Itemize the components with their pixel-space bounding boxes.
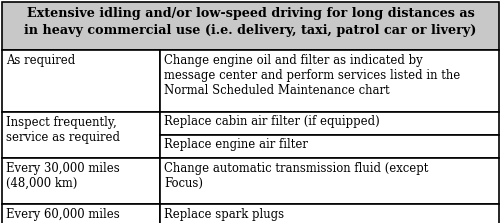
Bar bbox=[2, 2, 499, 50]
Bar bbox=[160, 135, 499, 158]
Bar bbox=[2, 204, 160, 223]
Bar bbox=[2, 112, 160, 158]
Bar bbox=[160, 158, 499, 204]
Bar bbox=[2, 112, 160, 158]
Text: As required: As required bbox=[6, 54, 75, 67]
Bar bbox=[160, 50, 499, 112]
Text: Change engine oil and filter as indicated by
message center and perform services: Change engine oil and filter as indicate… bbox=[164, 54, 460, 97]
Bar bbox=[160, 204, 499, 223]
Text: Extensive idling and/or low-speed driving for long distances as
in heavy commerc: Extensive idling and/or low-speed drivin… bbox=[25, 7, 476, 37]
Bar bbox=[2, 50, 160, 112]
Text: Replace spark plugs: Replace spark plugs bbox=[164, 208, 284, 221]
Bar bbox=[160, 50, 499, 112]
Bar bbox=[2, 204, 160, 223]
Text: Inspect frequently,
service as required: Inspect frequently, service as required bbox=[6, 116, 120, 144]
Bar bbox=[160, 135, 499, 158]
Text: Replace cabin air filter (if equipped): Replace cabin air filter (if equipped) bbox=[164, 115, 380, 128]
Bar bbox=[2, 2, 499, 50]
Bar bbox=[160, 112, 499, 135]
Bar bbox=[2, 50, 160, 112]
Bar bbox=[160, 204, 499, 223]
Text: Change automatic transmission fluid (except
Focus): Change automatic transmission fluid (exc… bbox=[164, 162, 428, 190]
Bar bbox=[2, 158, 160, 204]
Text: Every 30,000 miles
(48,000 km): Every 30,000 miles (48,000 km) bbox=[6, 162, 120, 190]
Text: Replace engine air filter: Replace engine air filter bbox=[164, 138, 308, 151]
Bar bbox=[160, 158, 499, 204]
Text: Every 60,000 miles
(96,000 km): Every 60,000 miles (96,000 km) bbox=[6, 208, 120, 223]
Bar bbox=[160, 112, 499, 135]
Bar bbox=[2, 158, 160, 204]
